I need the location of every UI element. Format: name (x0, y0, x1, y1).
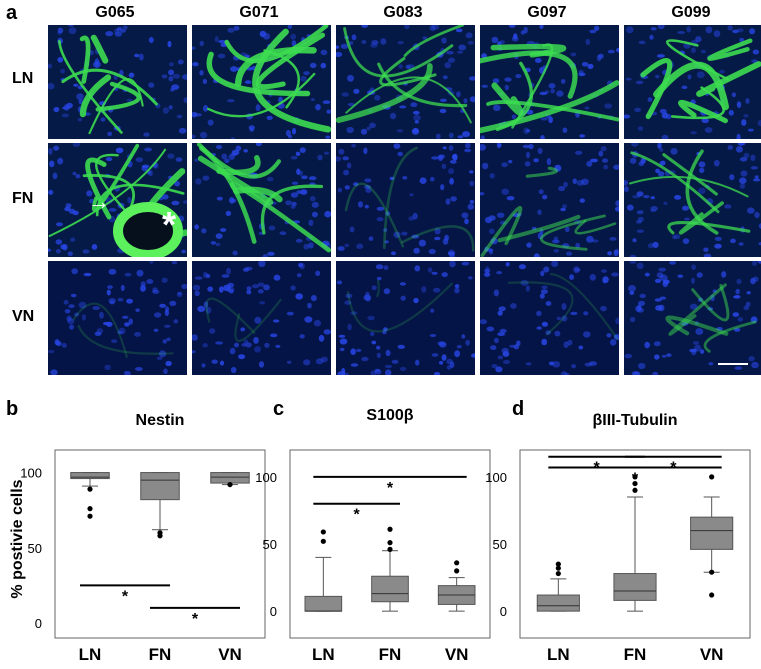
y-tick-label: 0 (500, 604, 507, 619)
outlier-point (87, 486, 93, 492)
y-tick-label: 0 (270, 604, 277, 619)
panel-letter-a: a (6, 2, 18, 24)
micrograph-tile (192, 261, 331, 375)
box (371, 575, 409, 603)
micrograph-tile (336, 143, 475, 257)
chart-title-nestin: Nestin (135, 412, 185, 429)
row-label-vn: VN (12, 308, 35, 325)
x-tick-label: VN (218, 645, 242, 664)
panel-letter-c: c (273, 398, 285, 420)
outlier-point (709, 474, 715, 480)
micrograph-tile (480, 143, 619, 257)
box (304, 595, 343, 612)
micrograph-tile (192, 25, 331, 139)
outlier-point (387, 540, 393, 546)
column-label-g083: G083 (383, 4, 423, 21)
micrograph-tile (336, 25, 475, 139)
micrograph-tile (192, 143, 331, 257)
x-tick-label: VN (700, 645, 724, 664)
column-label-g065: G065 (95, 4, 135, 21)
box (613, 573, 657, 601)
x-tick-label: LN (312, 645, 335, 664)
outlier-point (387, 526, 393, 532)
outlier-point (555, 565, 561, 571)
plot-frame (54, 449, 266, 639)
row-label-ln: LN (12, 70, 34, 87)
micrograph-tile (48, 25, 187, 139)
panel-letter-b: b (6, 398, 19, 420)
arrow-annotation: → (88, 189, 110, 214)
significance-star: * (122, 588, 129, 605)
x-tick-label: FN (379, 645, 402, 664)
y-tick-label: 50 (493, 537, 507, 552)
x-tick-label: FN (624, 645, 647, 664)
column-label-g097: G097 (527, 4, 567, 21)
outlier-point (87, 513, 93, 519)
outlier-point (555, 561, 561, 567)
x-tick-label: FN (149, 645, 172, 664)
outlier-point (157, 533, 163, 539)
micrograph-tile (48, 143, 187, 257)
box (536, 594, 580, 612)
box (70, 472, 110, 480)
y-tick-label: 50 (28, 541, 42, 556)
outlier-point (555, 570, 561, 577)
chart-title-s100b: S100β (366, 407, 414, 424)
y-tick-label: 100 (255, 470, 277, 485)
plot-frame (519, 449, 751, 639)
plot-frame (289, 449, 491, 639)
outlier-point (632, 480, 638, 487)
micrograph-tile (624, 143, 761, 257)
significance-star: * (632, 470, 639, 487)
micrograph-tile (480, 261, 619, 375)
outlier-point (632, 487, 638, 493)
box (140, 472, 180, 501)
outlier-point (632, 474, 638, 480)
y-tick-label: 100 (485, 470, 507, 485)
column-label-g071: G071 (239, 4, 279, 21)
outlier-point (320, 529, 326, 535)
significance-star: * (354, 507, 361, 524)
x-tick-label: LN (79, 645, 102, 664)
row-label-fn: FN (12, 190, 34, 207)
micrograph-tile (336, 261, 475, 375)
x-tick-label: VN (445, 645, 469, 664)
outlier-point (709, 569, 715, 575)
outlier-point (387, 546, 393, 552)
outlier-point (87, 506, 93, 512)
outlier-point (227, 481, 233, 488)
micrograph-tile (624, 25, 761, 139)
box (690, 516, 734, 550)
significance-star: * (192, 611, 199, 628)
outlier-point (454, 568, 460, 574)
y-tick-label: 100 (20, 466, 42, 481)
micrograph-tile (48, 261, 187, 375)
micrograph-tile (480, 25, 619, 139)
outlier-point (320, 538, 326, 544)
outlier-point (709, 592, 715, 598)
y-tick-label: 0 (35, 616, 42, 631)
star-annotation: * (162, 204, 177, 245)
micrograph-tile (624, 261, 761, 375)
x-tick-label: LN (547, 645, 570, 664)
box (210, 472, 250, 484)
panel-letter-d: d (512, 398, 525, 420)
column-label-g099: G099 (671, 4, 711, 21)
outlier-point (454, 560, 460, 566)
y-tick-label: 50 (263, 537, 277, 552)
significance-star: * (387, 480, 394, 497)
scale-bar (718, 363, 748, 365)
chart-title-tubulin: βIII-Tubulin (592, 412, 678, 429)
